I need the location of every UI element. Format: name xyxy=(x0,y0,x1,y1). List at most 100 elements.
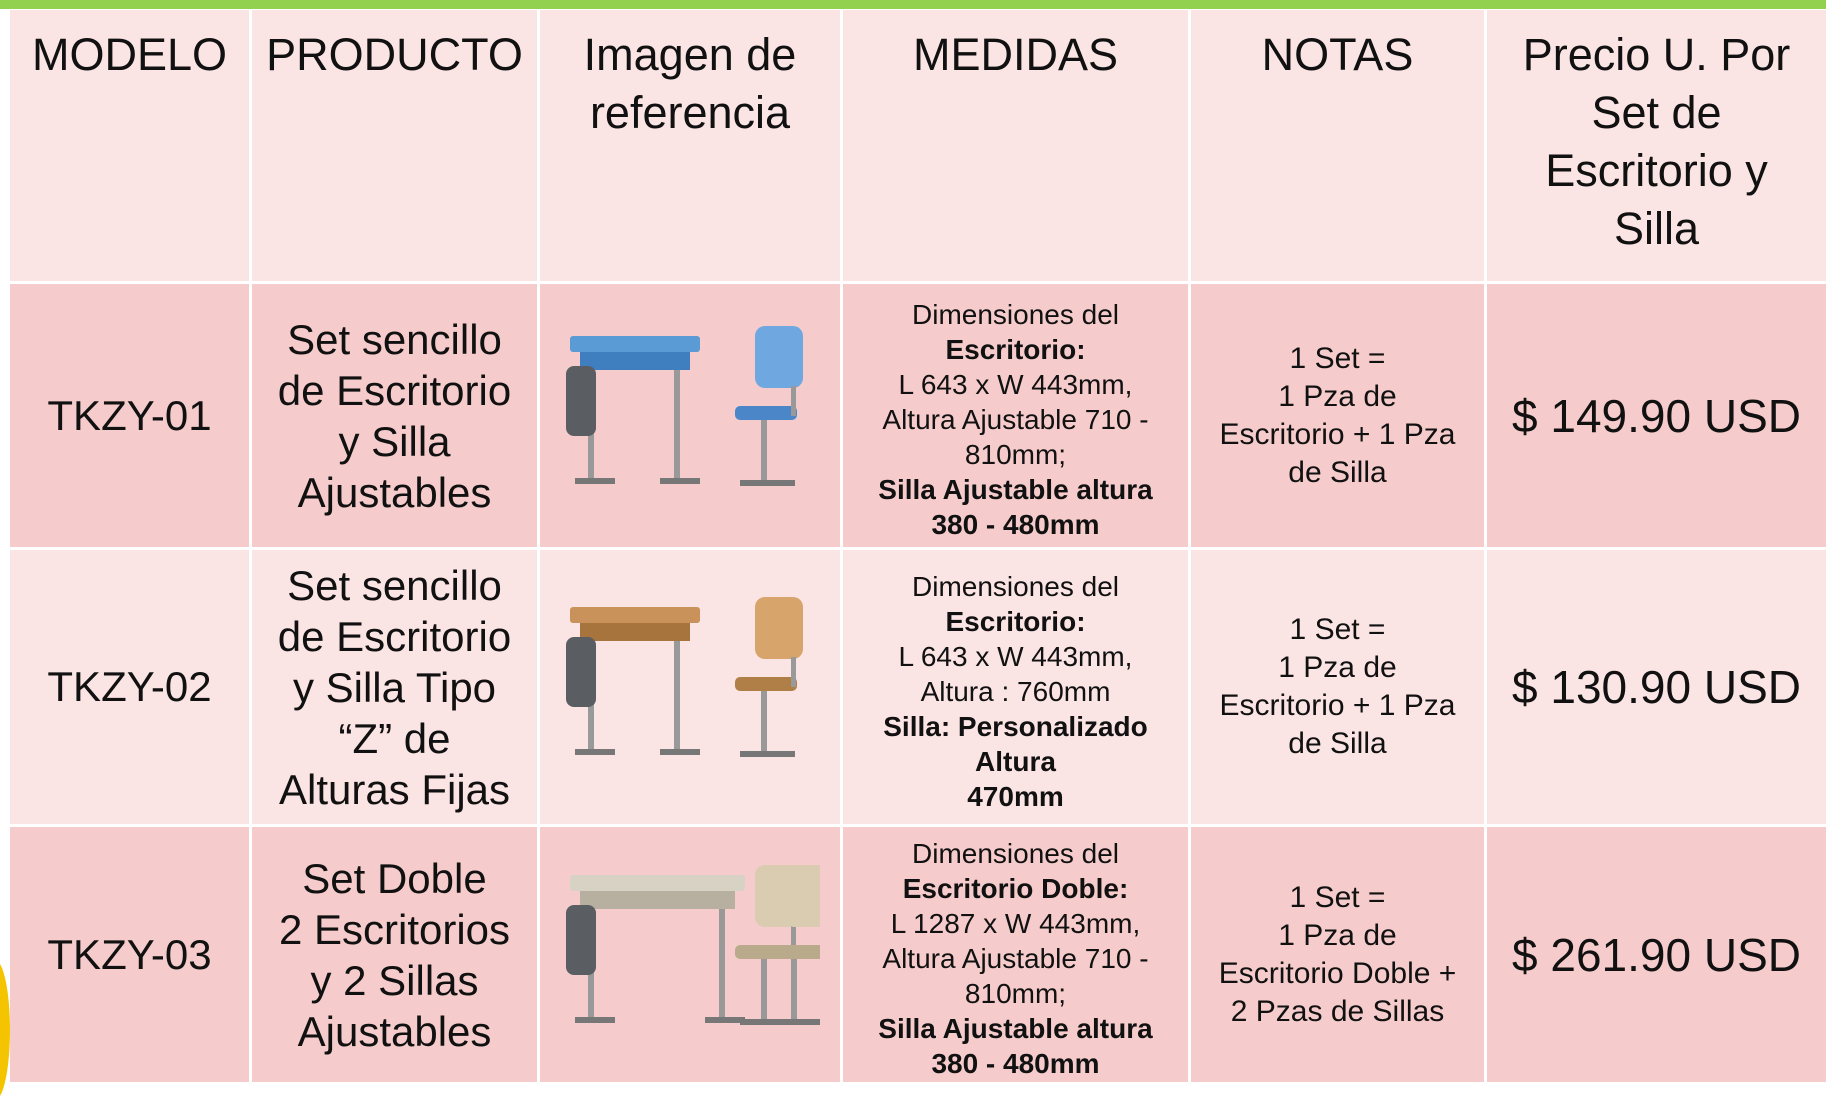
text-line: Altura Ajustable 710 - xyxy=(882,404,1149,435)
illustration-part xyxy=(761,691,767,753)
illustration-part xyxy=(791,958,797,1021)
illustration-part xyxy=(740,479,795,486)
text-line: 2 Pzas de Sillas xyxy=(1230,994,1445,1028)
modelo-cell: TKZY-03 xyxy=(10,827,249,1082)
text-line: Altura xyxy=(975,745,1056,777)
illustration-part xyxy=(575,1016,615,1023)
text-line: Set de xyxy=(1591,87,1722,138)
text-line: Altura Ajustable 710 - xyxy=(882,943,1149,974)
text-line: MODELO xyxy=(31,29,228,80)
text-line: 1 Pza de xyxy=(1278,918,1397,952)
header-cell: Imagen de referencia xyxy=(540,10,840,281)
text-line: y 2 Sillas xyxy=(310,956,479,1004)
text-line: Silla xyxy=(1613,203,1700,254)
text-line: Silla: Personalizado xyxy=(883,710,1148,742)
illustration-part xyxy=(566,904,596,975)
text-line: 810mm; xyxy=(964,978,1067,1009)
text-line: 810mm; xyxy=(964,439,1067,470)
text-line: Alturas Fijas xyxy=(278,765,511,813)
illustration-part xyxy=(761,958,767,1021)
text-line: Escritorio: xyxy=(945,334,1086,365)
decoration xyxy=(0,960,10,1100)
illustration-part xyxy=(761,419,767,482)
text-line: Precio U. Por xyxy=(1522,29,1791,80)
product-image xyxy=(566,864,820,1025)
header-cell: NOTAS xyxy=(1191,10,1484,281)
producto-cell: Set sencillo de Escritorio y Silla Ajustabl… xyxy=(252,284,537,547)
text-line: $ 261.90 USD xyxy=(1512,928,1801,981)
text-line: Escritorio Doble + xyxy=(1218,956,1457,990)
text-line: Altura : 760mm xyxy=(920,675,1111,707)
text-line: Dimensiones del xyxy=(912,838,1119,869)
text-line: Set sencillo xyxy=(287,561,502,609)
illustration-part xyxy=(705,1016,745,1023)
product-image xyxy=(566,325,803,486)
price-table: MODELO PRODUCTO Imagen de referencia MEDIDAS… xyxy=(10,10,1826,1082)
text-line: Escritorio y xyxy=(1545,145,1768,196)
text-line: Escritorio + 1 Pza xyxy=(1219,689,1456,722)
top-bar xyxy=(0,0,1826,9)
text-line: PRODUCTO xyxy=(266,29,523,80)
header-cell: MEDIDAS xyxy=(843,10,1188,281)
illustration-part xyxy=(791,924,796,955)
text-line: 1 Set = xyxy=(1289,613,1386,646)
text-line: Escritorio + 1 Pza xyxy=(1219,417,1456,451)
text-line: Silla Ajustable altura xyxy=(878,474,1153,505)
illustration-part xyxy=(755,597,803,659)
text-line: TKZY-03 xyxy=(47,930,212,978)
illustration-part xyxy=(660,477,700,484)
text-line: 380 - 480mm xyxy=(931,509,1100,540)
image-cell xyxy=(540,827,840,1082)
header-cell: Precio U. Por Set de Escritorio y Silla xyxy=(1487,10,1826,281)
text-line: 2 Escritorios xyxy=(278,905,511,953)
illustration-part xyxy=(674,641,680,751)
illustration-part xyxy=(791,385,796,416)
illustration-part xyxy=(791,657,796,687)
text-line: de Silla xyxy=(1288,455,1387,489)
text-line: referencia xyxy=(589,87,791,138)
modelo-cell: TKZY-01 xyxy=(10,284,249,547)
header-cell: PRODUCTO xyxy=(252,10,537,281)
text-line: Ajustables xyxy=(297,468,492,516)
text-line: TKZY-02 xyxy=(47,663,212,710)
illustration-part xyxy=(570,335,700,352)
image-cell xyxy=(540,284,840,547)
notas-cell: 1 Set = 1 Pza de Escritorio Doble + 2 Pzas … xyxy=(1191,827,1484,1082)
text-line: Dimensiones del xyxy=(912,570,1119,602)
text-line: Set Doble xyxy=(302,854,487,902)
illustration-part xyxy=(735,405,797,420)
text-line: de Escritorio xyxy=(277,612,512,660)
text-line: y Silla Tipo xyxy=(292,663,497,711)
illustration-part xyxy=(785,864,820,927)
modelo-cell: TKZY-02 xyxy=(10,550,249,824)
text-line: $ 149.90 USD xyxy=(1512,389,1801,442)
illustration-part xyxy=(580,623,690,641)
producto-cell: Set Doble 2 Escritorios y 2 Sillas Ajustabl… xyxy=(252,827,537,1082)
illustration-part xyxy=(674,369,680,480)
text-line: 380 - 480mm xyxy=(931,1048,1100,1079)
illustration-part xyxy=(566,365,596,436)
text-line: Escritorio Doble: xyxy=(902,873,1129,904)
illustration-part xyxy=(580,351,690,370)
text-line: MEDIDAS xyxy=(912,29,1119,80)
text-line: de Escritorio xyxy=(277,366,512,414)
text-line: 470mm xyxy=(967,780,1064,812)
text-line: Imagen de xyxy=(583,29,797,80)
text-line: L 643 x W 443mm, xyxy=(898,640,1133,672)
text-line: Escritorio: xyxy=(945,605,1086,637)
text-line: 1 Set = xyxy=(1289,341,1386,375)
text-line: y Silla xyxy=(338,417,451,465)
illustration-part xyxy=(660,749,700,755)
precio-cell: $ 130.90 USD xyxy=(1487,550,1826,824)
illustration-part xyxy=(575,749,615,755)
header-cell: MODELO xyxy=(10,10,249,281)
illustration-part xyxy=(770,1018,820,1025)
illustration-part xyxy=(566,637,596,707)
text-line: 1 Pza de xyxy=(1278,651,1397,684)
medidas-cell: Dimensiones del Escritorio: L 643 x W 443m… xyxy=(843,284,1188,547)
illustration-part xyxy=(580,890,735,909)
producto-cell: Set sencillo de Escritorio y Silla Tipo “Z”… xyxy=(252,550,537,824)
illustration-part xyxy=(740,1018,795,1025)
text-line: Silla Ajustable altura xyxy=(878,1013,1153,1044)
